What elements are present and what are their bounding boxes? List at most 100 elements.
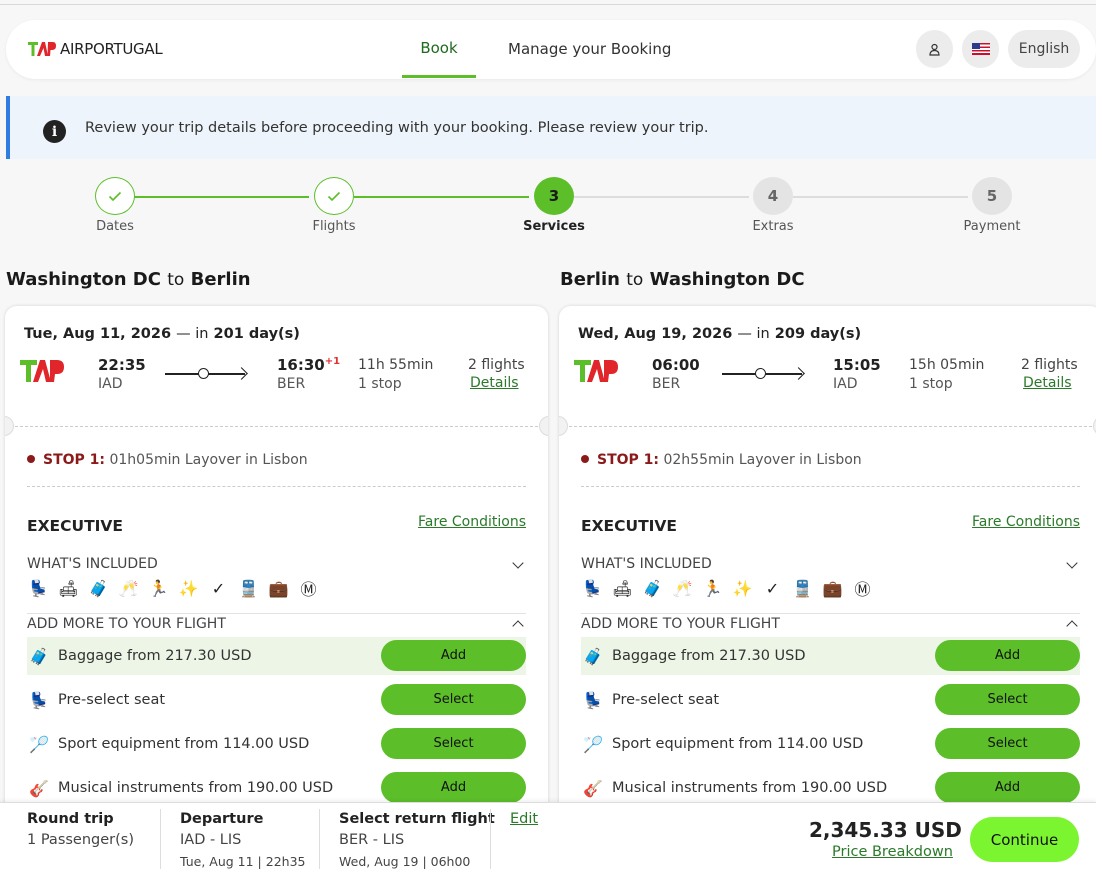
step-dates[interactable] — [95, 177, 135, 215]
champagne-icon: 🥂 — [672, 578, 693, 598]
departure-time: 22:35 — [98, 356, 146, 374]
arrival-time-value: 15:05 — [833, 356, 881, 374]
details-link[interactable]: Details — [470, 375, 519, 391]
select-sport-button[interactable]: Select — [381, 728, 526, 759]
total-price: 2,345.33 USD — [809, 818, 962, 842]
account-button[interactable] — [916, 30, 953, 68]
chevron-up-icon[interactable] — [512, 620, 524, 632]
add-more-toggle[interactable]: ADD MORE TO YOUR FLIGHT — [581, 616, 780, 632]
tap-logo-mark — [28, 42, 56, 56]
extra-row-instrument: 🎸 Musical instruments from 190.00 USD Ad… — [27, 769, 526, 806]
step-extras[interactable]: 4 — [753, 177, 793, 215]
add-instrument-button[interactable]: Add — [381, 772, 526, 803]
departure-airport: IAD — [98, 376, 123, 392]
outbound-route-title: Washington DC to Berlin — [6, 269, 251, 290]
arrival-time: 16:30+1 — [277, 356, 340, 374]
nav-book-tab[interactable]: Book — [402, 20, 476, 78]
chevron-down-icon[interactable] — [512, 557, 524, 569]
step-label-flights: Flights — [312, 219, 356, 234]
extra-label: Baggage from 217.30 USD — [58, 648, 252, 664]
edit-link[interactable]: Edit — [510, 811, 539, 827]
train-icon: 🚆 — [792, 578, 813, 598]
fast-track-icon: 🏃 — [702, 578, 723, 598]
extra-label: Sport equipment from 114.00 USD — [612, 736, 864, 752]
flight-duration: 15h 05min — [909, 357, 985, 373]
guitar-icon: 🎸 — [583, 778, 603, 798]
extra-label: Musical instruments from 190.00 USD — [58, 780, 334, 796]
price-breakdown-link[interactable]: Price Breakdown — [832, 844, 953, 860]
select-sport-button[interactable]: Select — [935, 728, 1080, 759]
whats-included-toggle[interactable]: WHAT'S INCLUDED — [581, 556, 712, 572]
route-to-word: to — [626, 270, 644, 290]
included-icons: 💺 🛋 🧳 🥂 🏃 ✨ ✓ 🚆 💼 Ⓜ — [27, 578, 320, 600]
layover-info: STOP 1: 01h05min Layover in Lisbon — [27, 452, 308, 468]
cabin-class: EXECUTIVE — [581, 517, 678, 535]
extra-label: Pre-select seat — [58, 692, 166, 708]
add-instrument-button[interactable]: Add — [935, 772, 1080, 803]
days-until: 201 day(s) — [213, 326, 300, 342]
next-day-badge: +1 — [324, 356, 341, 367]
divider — [27, 486, 526, 487]
flight-date: Wed, Aug 19, 2026 — in 209 day(s) — [578, 326, 861, 342]
info-banner: i Review your trip details before procee… — [6, 96, 1096, 159]
extra-row-baggage: 🧳 Baggage from 217.30 USD Add — [27, 637, 526, 675]
route-origin: Berlin — [560, 269, 620, 290]
route-to-word: to — [167, 270, 185, 290]
fast-track-icon: 🏃 — [148, 578, 169, 598]
flight-duration: 11h 55min — [358, 357, 434, 373]
top-divider — [0, 4, 1096, 5]
info-banner-text: Review your trip details before proceedi… — [85, 120, 709, 136]
nav-manage-booking-tab[interactable]: Manage your Booking — [508, 40, 672, 58]
inbound-route-title: Berlin to Washington DC — [560, 269, 805, 290]
luggage-icon: 💼 — [268, 578, 289, 598]
baggage-icon: 🧳 — [88, 578, 109, 598]
language-button[interactable]: English — [1008, 30, 1080, 68]
seat-icon: 💺 — [583, 690, 603, 710]
add-baggage-button[interactable]: Add — [381, 640, 526, 671]
flight-date: Tue, Aug 11, 2026 — in 201 day(s) — [24, 326, 300, 342]
extra-row-instrument: 🎸 Musical instruments from 190.00 USD Ad… — [581, 769, 1080, 806]
seat-icon: 💺 — [29, 690, 49, 710]
layover-info: STOP 1: 02h55min Layover in Lisbon — [581, 452, 862, 468]
arrival-airport: BER — [277, 376, 306, 392]
miles-icon: ✓ — [211, 578, 226, 598]
layover-text: 02h55min Layover in Lisbon — [663, 452, 862, 468]
divider — [319, 809, 320, 869]
select-seat-button[interactable]: Select — [381, 684, 526, 715]
select-seat-button[interactable]: Select — [935, 684, 1080, 715]
inbound-flight-card: Wed, Aug 19, 2026 — in 209 day(s) 06:00 … — [559, 306, 1096, 806]
layover-text: 01h05min Layover in Lisbon — [109, 452, 308, 468]
step-label-dates: Dates — [96, 219, 134, 234]
miles-icon: ✓ — [765, 578, 780, 598]
details-link[interactable]: Details — [1023, 375, 1072, 391]
ticket-divider — [559, 426, 1096, 427]
user-icon — [929, 43, 940, 56]
tap-airline-icon — [20, 360, 64, 382]
chevron-down-icon[interactable] — [1066, 557, 1078, 569]
step-services[interactable]: 3 — [534, 177, 574, 215]
stop-count: 1 stop — [358, 376, 402, 392]
step-flights[interactable] — [314, 177, 354, 215]
continue-button[interactable]: Continue — [970, 817, 1079, 862]
route-destination: Berlin — [190, 269, 251, 290]
chevron-up-icon[interactable] — [1066, 620, 1078, 632]
guitar-icon: 🎸 — [29, 778, 49, 798]
fare-conditions-link[interactable]: Fare Conditions — [418, 514, 526, 530]
ticket-notch — [5, 416, 14, 436]
whats-included-toggle[interactable]: WHAT'S INCLUDED — [27, 556, 158, 572]
step-payment[interactable]: 5 — [972, 177, 1012, 215]
fare-conditions-link[interactable]: Fare Conditions — [972, 514, 1080, 530]
stop-dot — [198, 368, 209, 379]
route-origin: Washington DC — [6, 269, 161, 290]
return-label: Select return flight — [339, 811, 495, 827]
add-more-toggle[interactable]: ADD MORE TO YOUR FLIGHT — [27, 616, 226, 632]
country-button[interactable] — [962, 30, 999, 68]
add-baggage-button[interactable]: Add — [935, 640, 1080, 671]
tap-logo[interactable]: AIRPORTUGAL — [28, 40, 163, 58]
seat-icon: 💺 — [28, 578, 49, 598]
date-text: Tue, Aug 11, 2026 — [24, 326, 172, 342]
stop-count: 1 stop — [909, 376, 953, 392]
stepper-line — [574, 196, 749, 198]
passenger-count: 1 Passenger(s) — [27, 832, 134, 848]
stepper-line — [134, 196, 309, 198]
